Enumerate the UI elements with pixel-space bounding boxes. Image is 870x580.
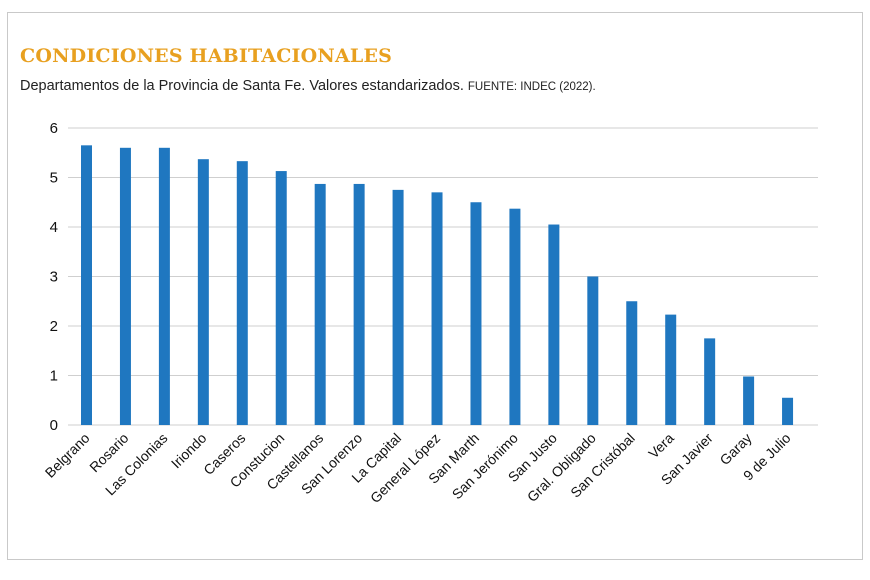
- bar: [392, 189, 404, 425]
- bar: [236, 161, 248, 426]
- bar: [665, 314, 677, 425]
- bar: [431, 192, 443, 425]
- bar: [626, 301, 638, 425]
- y-tick-label: 5: [50, 170, 58, 187]
- bar: [314, 183, 326, 425]
- y-tick-label: 6: [50, 120, 58, 137]
- bar: [275, 171, 287, 425]
- x-tick-label: Belgrano: [42, 430, 93, 481]
- bar: [81, 145, 92, 425]
- bar: [782, 397, 794, 425]
- subtitle-text: Departamentos de la Provincia de Santa F…: [20, 78, 464, 94]
- bar: [548, 224, 560, 425]
- bar: [587, 276, 599, 425]
- y-tick-label: 4: [50, 219, 58, 236]
- y-tick-label: 1: [50, 368, 58, 385]
- y-tick-label: 3: [50, 269, 58, 286]
- bar: [197, 159, 209, 425]
- bar: [509, 208, 521, 425]
- source-note: FUENTE: INDEC (2022).: [467, 81, 596, 93]
- bar: [470, 202, 482, 425]
- chart-title: CONDICIONES HABITACIONALES: [20, 45, 393, 67]
- bar: [353, 183, 365, 425]
- x-tick-label: Vera: [645, 430, 677, 462]
- chart-subtitle: Departamentos de la Provincia de Santa F…: [20, 78, 596, 94]
- bar: [704, 338, 716, 425]
- y-tick-label: 0: [50, 417, 58, 434]
- bar: [743, 376, 755, 425]
- bar: [158, 147, 170, 426]
- y-tick-label: 2: [50, 318, 58, 335]
- bar: [119, 147, 131, 426]
